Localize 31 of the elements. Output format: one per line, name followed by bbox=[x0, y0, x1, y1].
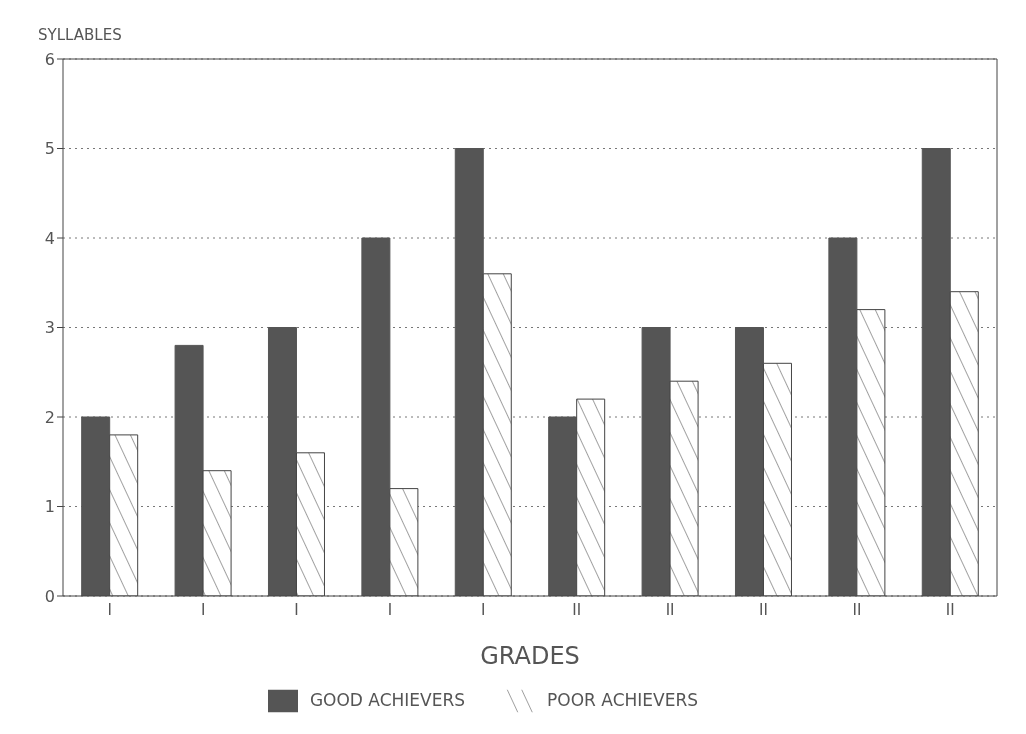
bar bbox=[548, 416, 578, 596]
x-tick-label: I bbox=[200, 600, 206, 619]
bar bbox=[361, 237, 391, 596]
legend-label: GOOD ACHIEVERS bbox=[309, 689, 466, 710]
x-tick-label: I bbox=[481, 600, 486, 619]
bar bbox=[267, 327, 297, 596]
y-tick-label: 1 bbox=[44, 497, 55, 517]
y-tick-label: 4 bbox=[44, 228, 55, 248]
bar bbox=[81, 416, 111, 596]
y-tick-label: 5 bbox=[44, 139, 55, 159]
x-tick-label: I bbox=[107, 600, 112, 619]
x-tick-label: II bbox=[852, 600, 862, 619]
legend-label: POOR ACHIEVERS bbox=[547, 689, 699, 710]
x-tick-label: II bbox=[945, 600, 955, 619]
x-tick-label: II bbox=[665, 600, 675, 619]
x-tick-label: II bbox=[572, 600, 582, 619]
y-tick-label: 2 bbox=[44, 407, 55, 427]
bar bbox=[921, 148, 951, 596]
y-tick-label: 3 bbox=[44, 318, 55, 338]
bar bbox=[641, 327, 671, 596]
x-tick-label: II bbox=[759, 600, 768, 619]
bar bbox=[828, 237, 858, 596]
bar bbox=[734, 327, 764, 596]
y-axis-title: SYLLABLES bbox=[38, 26, 122, 44]
bar bbox=[174, 344, 204, 596]
x-tick-label: I bbox=[387, 600, 393, 619]
x-tick-label: I bbox=[294, 600, 299, 619]
x-axis-title: GRADES bbox=[480, 642, 580, 670]
y-tick-label: 6 bbox=[44, 49, 55, 69]
bar bbox=[454, 148, 484, 596]
y-tick-label: 0 bbox=[44, 586, 55, 606]
